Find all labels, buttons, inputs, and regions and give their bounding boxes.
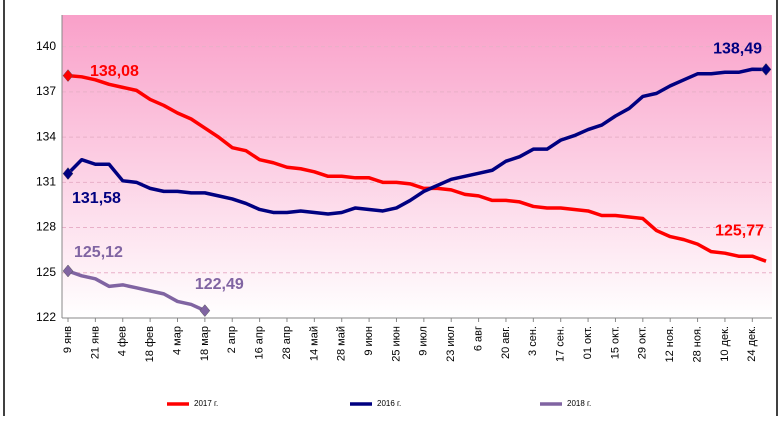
line-1 (66, 67, 767, 216)
point-marker (62, 69, 74, 82)
x-tick-label: 28 ноя. (691, 326, 703, 363)
y-tick-label: 137 (36, 84, 56, 98)
y-tick-label: 131 (36, 175, 56, 189)
point-marker (760, 63, 772, 76)
x-tick-label: 23 июл (445, 326, 457, 362)
x-tick-label: 28 май (336, 326, 348, 361)
x-tick-label: 4 фев (117, 326, 129, 356)
line-0 (67, 73, 767, 263)
value-label: 131,58 (72, 190, 121, 207)
value-label: 138,49 (713, 41, 762, 58)
x-tick-label: 25 июн (390, 326, 402, 362)
legend-label: 2016 г. (377, 399, 401, 408)
x-tick-label: 28 апр (281, 326, 293, 359)
x-tick-label: 10 дек. (719, 326, 731, 362)
x-tick-label: 16 апр (254, 326, 266, 359)
y-tick-label: 134 (36, 129, 56, 143)
point-marker (62, 264, 74, 278)
point-marker (199, 304, 211, 318)
x-tick-label: 01 окт. (582, 326, 594, 359)
x-tick-label: 9 июн (363, 326, 375, 356)
y-tick-label: 140 (36, 39, 56, 53)
x-tick-label: 18 мар (199, 326, 211, 361)
line-2 (67, 269, 206, 313)
value-label: 125,12 (74, 244, 123, 261)
value-label: 125,77 (715, 222, 764, 239)
x-tick-label: 9 янв (62, 326, 74, 353)
x-tick-label: 14 май (308, 326, 320, 361)
y-tick-label: 122 (36, 310, 56, 324)
x-tick-label: 29 окт. (637, 326, 649, 359)
x-tick-label: 20 авг. (500, 326, 512, 359)
value-label: 122,49 (195, 276, 244, 293)
plot-area (62, 15, 772, 318)
legend-label: 2018 г. (567, 399, 591, 408)
x-tick-label: 18 фев (144, 326, 156, 362)
x-tick-label: 21 янв (89, 326, 101, 359)
x-tick-label: 12 ноя. (664, 326, 676, 363)
x-tick-label: 24 дек. (746, 326, 758, 362)
x-tick-label: 9 июл (418, 326, 430, 356)
x-tick-label: 4 мар (171, 326, 183, 355)
x-tick-label: 15 окт. (609, 326, 621, 359)
y-tick-label: 125 (36, 265, 56, 279)
point-marker (62, 167, 74, 180)
x-tick-label: 3 сен. (527, 326, 539, 356)
y-tick-label: 128 (36, 220, 56, 234)
x-tick-label: 6 авг (472, 326, 484, 351)
value-label: 138,08 (90, 63, 139, 80)
x-tick-label: 17 сен. (555, 326, 567, 362)
legend-label: 2017 г. (194, 399, 218, 408)
x-tick-label: 2 апр (226, 326, 238, 353)
